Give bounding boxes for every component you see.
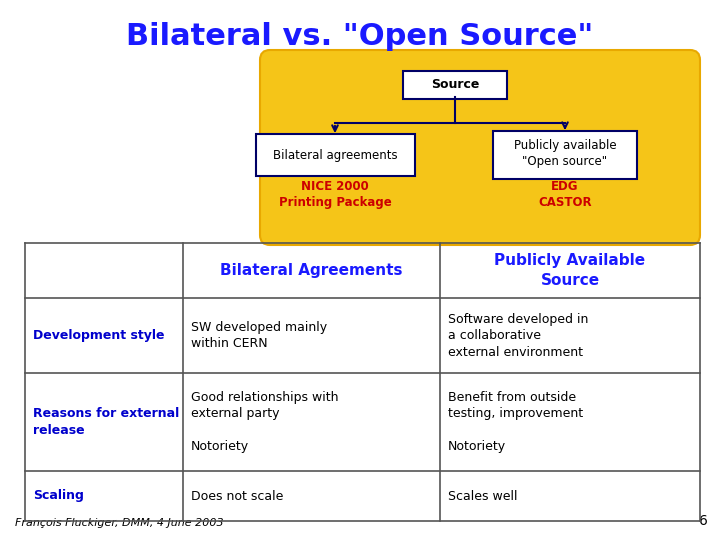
Text: François Fluckiger, DMM, 4 June 2003: François Fluckiger, DMM, 4 June 2003	[15, 518, 224, 528]
Text: Bilateral vs. "Open Source": Bilateral vs. "Open Source"	[127, 22, 593, 51]
FancyBboxPatch shape	[493, 131, 637, 179]
Text: Publicly available
"Open source": Publicly available "Open source"	[513, 138, 616, 167]
Text: Good relationships with
external party

Notoriety: Good relationships with external party N…	[191, 391, 338, 453]
Text: CASTOR: CASTOR	[538, 196, 592, 209]
Text: Source: Source	[431, 78, 480, 91]
Text: Does not scale: Does not scale	[191, 489, 284, 503]
Text: Bilateral Agreements: Bilateral Agreements	[220, 263, 402, 278]
FancyBboxPatch shape	[260, 50, 700, 245]
FancyBboxPatch shape	[256, 134, 415, 176]
Text: Development style: Development style	[33, 329, 164, 342]
Text: Scales well: Scales well	[448, 489, 518, 503]
Text: NICE 2000: NICE 2000	[301, 180, 369, 193]
Text: 6: 6	[699, 514, 708, 528]
Text: Benefit from outside
testing, improvement

Notoriety: Benefit from outside testing, improvemen…	[448, 391, 583, 453]
Text: Reasons for external
release: Reasons for external release	[33, 407, 179, 437]
Text: Software developed in
a collaborative
external environment: Software developed in a collaborative ex…	[448, 313, 588, 359]
Text: Bilateral agreements: Bilateral agreements	[273, 148, 397, 161]
Text: SW developed mainly
within CERN: SW developed mainly within CERN	[191, 321, 327, 350]
Text: EDG: EDG	[552, 180, 579, 193]
FancyBboxPatch shape	[403, 71, 507, 99]
Text: Scaling: Scaling	[33, 489, 84, 503]
Text: Printing Package: Printing Package	[279, 196, 392, 209]
Text: Publicly Available
Source: Publicly Available Source	[495, 253, 646, 288]
